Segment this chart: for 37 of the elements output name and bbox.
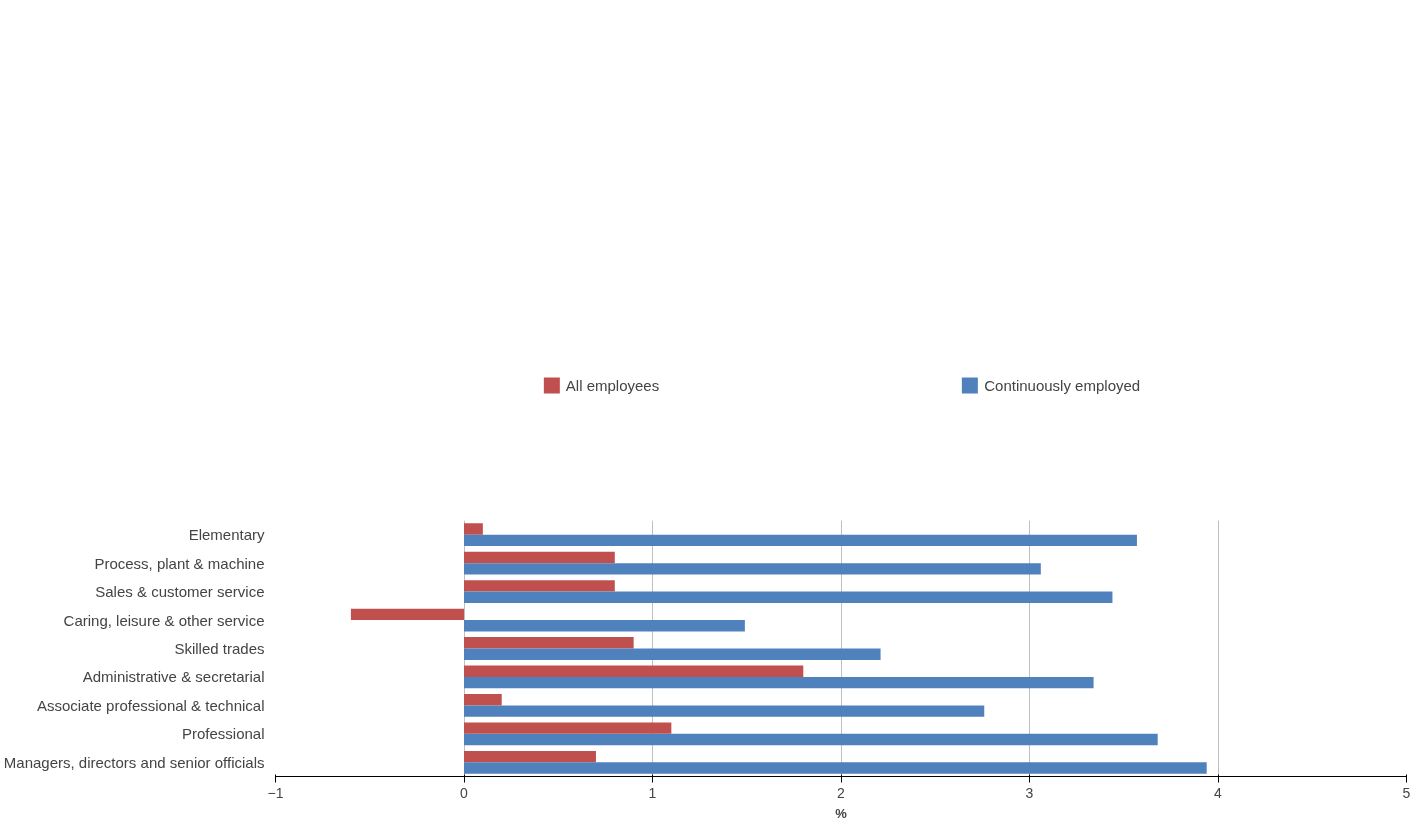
bar [464,580,615,592]
bar [464,722,672,734]
bar [464,523,483,535]
y-tick-label: Associate professional & technical [36,696,265,714]
x-tick-label: 3 [1025,784,1034,801]
y-tick-label: Sales & customer service [95,583,265,601]
x-tick-label: 0 [460,784,469,801]
bar [464,648,881,660]
x-tick-label: −1 [267,784,284,801]
bar [464,750,596,763]
legend-label: Continuously employed [984,376,1141,394]
bar [464,762,1207,774]
legend-label: All employees [565,376,660,394]
bar [464,591,1113,603]
bar [464,733,1158,746]
y-tick-label: Elementary [188,526,265,544]
x-axis-title: % [835,805,848,821]
bar [464,637,634,649]
bar [464,551,615,564]
y-tick-label: Process, plant & machine [94,554,265,572]
bar [464,694,502,706]
x-tick-label: 1 [648,784,657,801]
y-tick-label: Administrative & secretarial [82,668,265,686]
bar [464,665,804,677]
bar [464,620,745,632]
x-tick-label: 5 [1402,784,1411,801]
x-tick-label: 2 [837,784,846,801]
bar [464,676,1094,689]
bar [464,534,1137,547]
y-tick-label: Skilled trades [174,640,265,657]
bar [464,563,1041,575]
y-tick-label: Managers, directors and senior officials [3,753,265,771]
bar [350,608,464,621]
y-tick-label: Caring, leisure & other service [63,611,265,629]
bar [464,705,985,717]
x-tick-label: 4 [1214,784,1223,801]
y-tick-label: Professional [181,725,265,743]
